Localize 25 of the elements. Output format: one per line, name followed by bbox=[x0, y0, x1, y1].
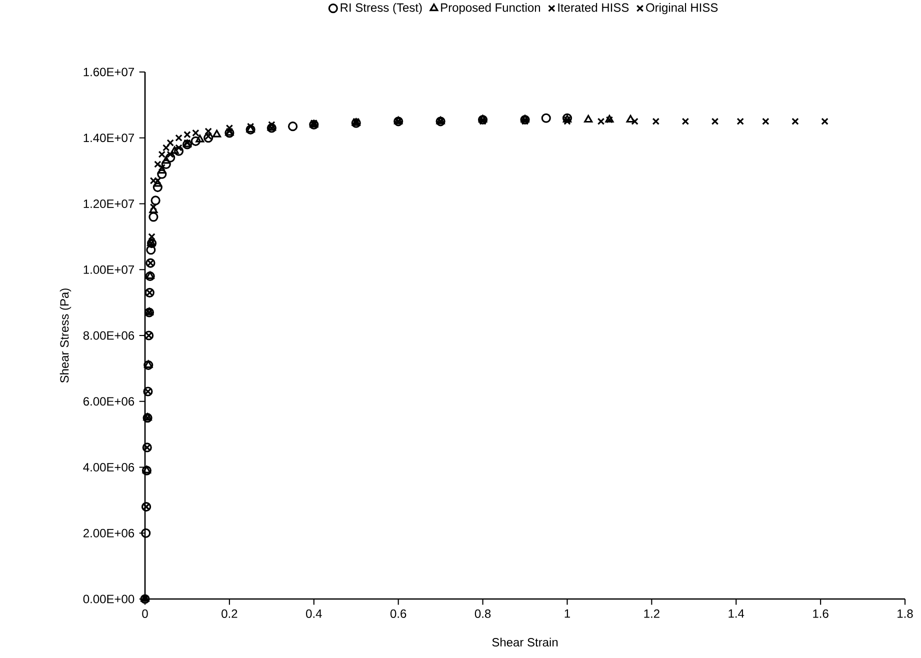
legend-label: Original HISS bbox=[646, 2, 718, 14]
x-tick-label: 0.6 bbox=[390, 609, 406, 618]
x-tick-label: 1.8 bbox=[898, 609, 913, 618]
y-tick-label: 1.60E+07 bbox=[84, 68, 134, 76]
y-tick-label: 4.00E+06 bbox=[83, 462, 134, 472]
x-tick-label: 1.4 bbox=[728, 609, 744, 618]
y-tick-label: 1.00E+07 bbox=[84, 265, 134, 274]
x-tick-label: 1.6 bbox=[813, 609, 828, 618]
y-tick-label: 2.00E+06 bbox=[83, 528, 134, 538]
legend-label: Iterated HISS bbox=[558, 2, 629, 12]
y-axis-title: Shear Stress (Pa) bbox=[60, 288, 72, 383]
legend-label: Proposed Function bbox=[441, 2, 540, 14]
x-tick-label: 1 bbox=[564, 609, 570, 618]
y-tick-label: 1.20E+07 bbox=[84, 199, 134, 208]
x-tick-label: 0 bbox=[142, 609, 148, 618]
x-tick-label: 0.4 bbox=[306, 609, 322, 618]
y-tick-label: 6.00E+06 bbox=[83, 397, 134, 406]
y-tick-label: 0.00E+00 bbox=[83, 594, 134, 604]
y-tick-label: 1.40E+07 bbox=[84, 134, 134, 142]
legend-label: RI Stress (Test) bbox=[340, 2, 422, 14]
x-axis-title: Shear Strain bbox=[492, 638, 558, 647]
x-tick-label: 0.2 bbox=[222, 609, 238, 618]
x-tick-label: 0.8 bbox=[474, 609, 491, 618]
y-tick-label: 8.00E+06 bbox=[83, 331, 134, 340]
x-tick-label: 1.2 bbox=[644, 609, 660, 618]
